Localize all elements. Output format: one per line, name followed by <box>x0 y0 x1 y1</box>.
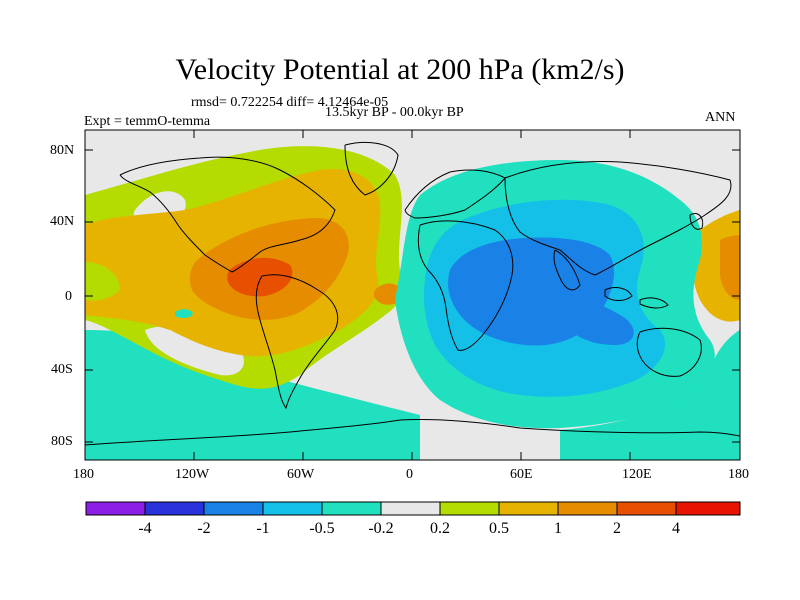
positive-patch-east-pacific <box>85 262 120 301</box>
colorbar-box <box>321 501 382 516</box>
neutral-patch-south <box>145 326 244 376</box>
period-label: 13.5kyr BP - 00.0kyr BP <box>325 105 464 120</box>
australia-coast <box>636 327 702 377</box>
colorbar <box>85 501 741 516</box>
colorbar-box <box>203 501 264 516</box>
japan-coast <box>689 213 704 230</box>
negative-patch-indian-ocean <box>560 298 634 345</box>
lat-tick-40n: 40N <box>50 214 75 229</box>
coastlines <box>85 142 740 446</box>
colorbar-label: 2 <box>613 520 621 537</box>
plot-frame <box>84 129 741 461</box>
season-label: ANN <box>705 110 736 125</box>
colorbar-label: -0.5 <box>309 520 335 537</box>
lon-tick-60w: 60W <box>287 467 315 482</box>
lon-tick-60e: 60E <box>510 467 533 482</box>
lat-tick-0: 0 <box>65 289 72 304</box>
colorbar-box <box>616 501 677 516</box>
colorbar-box <box>498 501 559 516</box>
colorbar-box <box>85 501 146 516</box>
lon-tick-120e: 120E <box>622 467 652 482</box>
asia-coast <box>504 161 732 276</box>
lon-tick-180w: 180 <box>73 467 94 482</box>
lon-tick-0: 0 <box>406 467 413 482</box>
lon-tick-120w: 120W <box>175 467 210 482</box>
europe-coast <box>404 169 506 219</box>
experiment-label: Expt = temmO-temma <box>84 114 211 129</box>
colorbar-box <box>262 501 323 516</box>
colorbar-box <box>144 501 205 516</box>
lat-tick-80s: 80S <box>51 434 73 449</box>
colorbar-label: -0.2 <box>368 520 394 537</box>
colorbar-box <box>439 501 500 516</box>
contour-fields <box>85 130 740 460</box>
lon-tick-180e: 180 <box>728 467 749 482</box>
map-title: Velocity Potential at 200 hPa (km2/s) <box>175 53 625 86</box>
colorbar-label: 0.2 <box>430 520 450 537</box>
colorbar-label: 1 <box>554 520 562 537</box>
colorbar-label: 4 <box>672 520 680 537</box>
positive-patch-east-edge <box>720 235 740 300</box>
south-pacific-east-negative-region <box>560 330 740 460</box>
colorbar-label: -1 <box>256 520 270 537</box>
negative-patch-east-pacific <box>175 309 193 319</box>
colorbar-box <box>675 501 741 516</box>
colorbar-label: -4 <box>138 520 152 537</box>
north-america-coast <box>119 156 336 273</box>
africa-coast <box>417 220 514 351</box>
stats-text: rmsd= 0.722254 diff= 4.12464e-05 <box>191 95 389 110</box>
colorbar-label: 0.5 <box>489 520 509 537</box>
greenland-coast <box>344 142 399 196</box>
maritime-continent-coast <box>604 287 669 309</box>
antarctica-coast <box>85 418 740 446</box>
colorbar-box <box>380 501 441 516</box>
colorbar-label: -2 <box>197 520 211 537</box>
lat-tick-80n: 80N <box>50 143 75 158</box>
south-america-coast <box>255 274 339 410</box>
india-coast <box>553 249 581 291</box>
lat-tick-40s: 40S <box>51 362 73 377</box>
colorbar-box <box>557 501 618 516</box>
positive-core-red <box>227 257 293 297</box>
